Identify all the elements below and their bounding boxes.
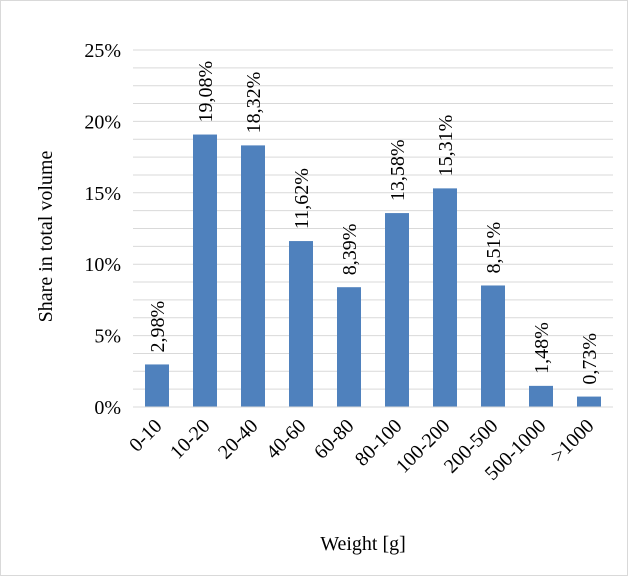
y-tick-label: 5% [94, 326, 121, 348]
data-label: 8,51% [483, 222, 505, 274]
data-label: 19,08% [195, 61, 217, 123]
x-tick-label: 10-20 [166, 415, 215, 464]
data-label: 2,98% [147, 301, 169, 353]
bar [337, 287, 361, 407]
y-tick-label: 10% [84, 254, 121, 276]
bar [241, 145, 265, 408]
y-tick-label: 20% [84, 111, 121, 133]
y-tick-label: 25% [84, 40, 121, 62]
bar [529, 385, 553, 407]
bar [193, 134, 217, 407]
data-label: 0,73% [579, 333, 601, 385]
data-label: 1,48% [531, 322, 553, 374]
bars [145, 134, 601, 408]
x-tick-label: 0-10 [125, 415, 166, 456]
x-tick-label: 40-60 [262, 415, 311, 464]
bar [481, 285, 505, 407]
bar [385, 213, 409, 407]
data-label: 8,39% [339, 224, 361, 276]
data-label: 13,58% [387, 139, 409, 201]
x-axis-title: Weight [g] [320, 533, 406, 555]
y-axis-ticks: 0% 5% 10% 15% 20% 25% [84, 40, 121, 419]
data-labels: 2,98% 19,08% 18,32% 11,62% 8,39% 13,58% 15,31%… [147, 61, 601, 385]
y-tick-label: 0% [94, 397, 121, 419]
data-label: 18,32% [243, 72, 265, 134]
x-tick-label: >1000 [547, 415, 599, 467]
bar [433, 188, 457, 407]
x-tick-label: 20-40 [214, 415, 263, 464]
bar [145, 364, 169, 407]
x-axis-ticks: 0-10 10-20 20-40 40-60 60-8080-100100-200200… [125, 415, 598, 485]
y-tick-label: 15% [84, 183, 121, 205]
data-label: 11,62% [291, 168, 313, 229]
y-axis-title: Share in total volume [35, 151, 57, 323]
data-label: 15,31% [435, 115, 457, 177]
bar [577, 396, 601, 407]
bar [289, 241, 313, 407]
